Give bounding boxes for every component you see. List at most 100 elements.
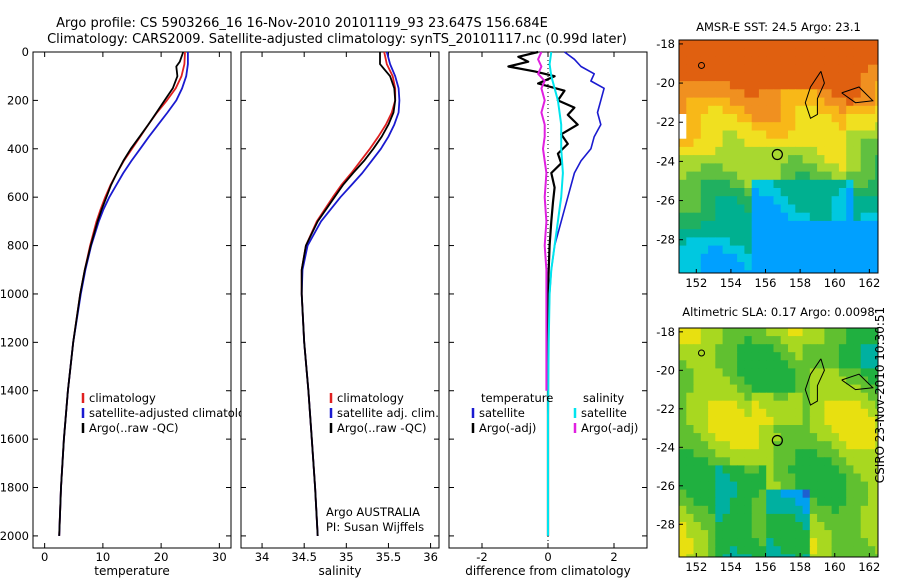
map-cell [875, 425, 878, 434]
map-cell [809, 384, 818, 394]
map-cell [780, 522, 789, 531]
map-cell [824, 188, 833, 197]
map-cell [700, 138, 709, 148]
map-cell [693, 237, 702, 247]
map-cell [809, 171, 818, 181]
map-cell [853, 138, 862, 148]
map-cell [700, 513, 709, 523]
map-cell [758, 89, 767, 99]
map-cell [758, 352, 767, 361]
x-tick-label: 0 [544, 550, 551, 564]
map-cell [693, 554, 702, 557]
legend-entry: climatology [337, 391, 404, 405]
map-cell [831, 114, 840, 123]
map-cell [773, 368, 782, 378]
map-cell [838, 546, 847, 555]
map-cell [780, 530, 789, 539]
map-cell [780, 441, 789, 450]
map-cell [758, 105, 767, 115]
map-cell [708, 481, 716, 491]
map-cell [737, 155, 745, 164]
map-cell [853, 196, 862, 205]
map-cell [831, 465, 840, 475]
map-cell [883, 279, 891, 288]
map-cell [693, 457, 702, 466]
map-cell [875, 188, 878, 197]
map-cell [773, 212, 782, 222]
map-cell [773, 130, 782, 140]
map-cell [715, 497, 724, 507]
map-cell [751, 360, 760, 369]
map-cell [853, 368, 862, 378]
map-cell [729, 538, 738, 547]
map-cell [780, 481, 789, 491]
map-cell [831, 384, 840, 394]
map-cell [846, 212, 855, 222]
argo-position-marker [771, 148, 783, 161]
map-cell [686, 425, 695, 434]
map-cell [802, 408, 811, 418]
x-tick-label: -2 [476, 550, 487, 564]
map-cell [766, 179, 775, 189]
map-cell [853, 146, 862, 156]
map-cell [751, 229, 760, 238]
map-cell [729, 262, 738, 271]
map-cell [853, 114, 862, 123]
map-cell [700, 538, 709, 547]
map-cell [831, 408, 840, 418]
map-cell [773, 253, 782, 263]
map-cell [737, 554, 745, 557]
map-cell [679, 449, 687, 458]
map-cell [722, 433, 731, 442]
map-cell [838, 530, 847, 539]
map-cell [751, 212, 760, 222]
map-cell [715, 473, 724, 483]
map-cell [773, 554, 782, 557]
map-cell [875, 530, 878, 539]
map-cell [737, 81, 745, 90]
map-cell [860, 344, 869, 353]
map-cell [758, 344, 767, 353]
map-cell [679, 204, 687, 214]
map-cell [875, 122, 878, 131]
map-cell [846, 130, 855, 140]
map-cell [809, 163, 818, 173]
map-cell [715, 171, 724, 181]
map-cell [751, 188, 760, 197]
map-cell [715, 441, 724, 450]
map-cell [860, 40, 869, 49]
map-cell [817, 48, 825, 57]
map-cell [883, 562, 891, 571]
map-cell [773, 114, 782, 123]
map-cell [693, 538, 702, 547]
map-cell [824, 237, 833, 247]
map-cell [737, 163, 745, 173]
map-cell [715, 408, 724, 418]
map-cell [737, 522, 745, 531]
map-cell [817, 392, 825, 402]
map-cell [788, 253, 796, 263]
map-cell [715, 433, 724, 442]
map-cell [780, 400, 789, 410]
map-cell [679, 376, 687, 386]
map-cell [860, 416, 869, 426]
map-cell [868, 237, 876, 247]
map-cell [780, 114, 789, 123]
map-cell [817, 204, 825, 214]
islet-outline [697, 61, 705, 69]
map-y-tick-label: -22 [656, 115, 675, 129]
map-cell [700, 114, 709, 123]
map-cell [846, 360, 855, 369]
map-cell [868, 425, 876, 434]
map-cell [686, 336, 695, 345]
map-cell [751, 489, 760, 499]
map-cell [802, 538, 811, 547]
map-cell [853, 465, 862, 475]
islet-outline [697, 349, 705, 357]
map-cell [729, 336, 738, 345]
map-cell [809, 212, 818, 222]
map-cell [722, 481, 731, 491]
map-cell [766, 155, 775, 164]
map-cell [802, 220, 811, 230]
map-cell [708, 473, 716, 483]
